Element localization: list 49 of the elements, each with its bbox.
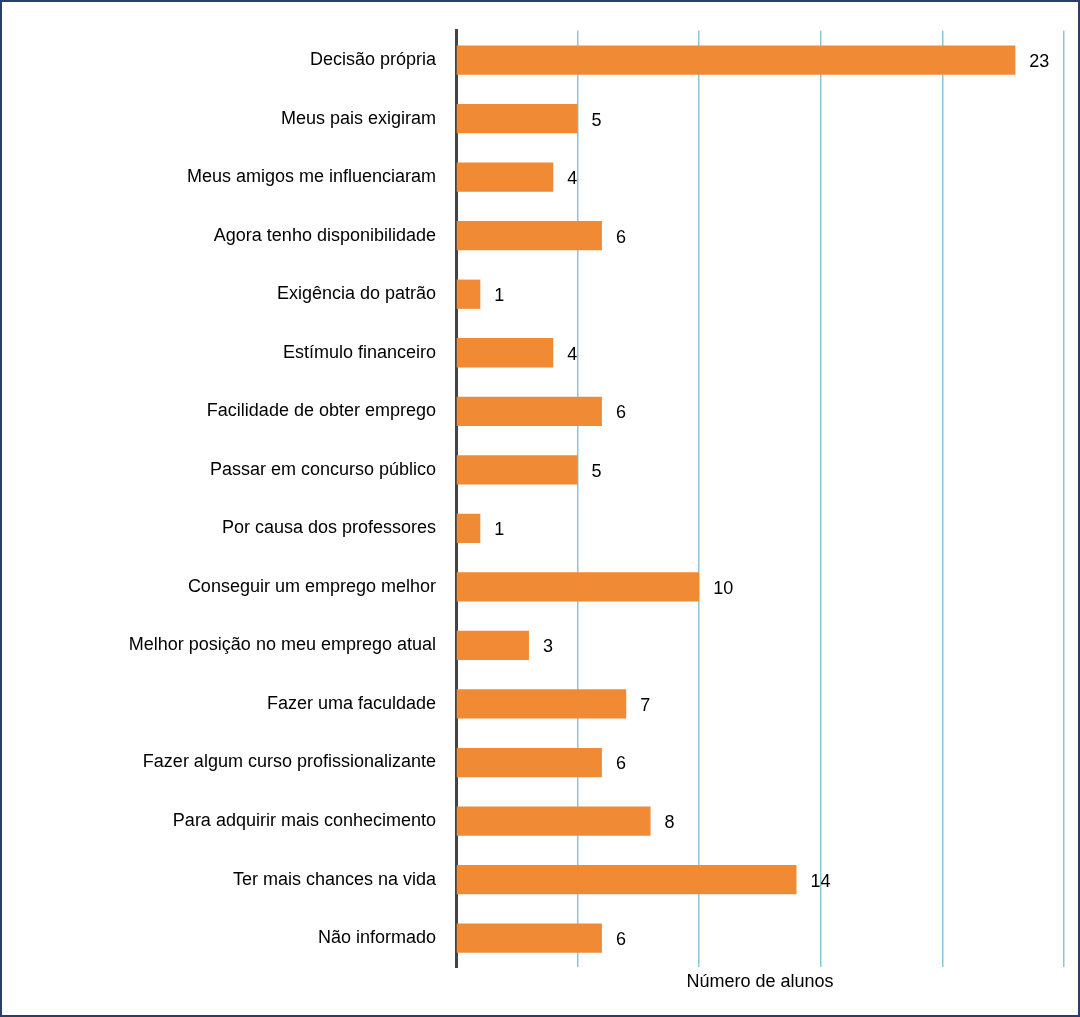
y-tick-label: Facilidade de obter emprego xyxy=(206,400,436,421)
y-tick-label: Para adquirir mais conhecimento xyxy=(172,810,436,831)
x-axis-title: Número de alunos xyxy=(686,971,834,992)
data-label: 14 xyxy=(810,870,831,891)
bar xyxy=(456,864,797,895)
bar xyxy=(456,45,1016,75)
data-label: 5 xyxy=(591,109,602,130)
data-label: 4 xyxy=(567,168,578,189)
y-tick-label: Passar em concurso público xyxy=(209,458,436,479)
bar xyxy=(456,572,700,602)
y-tick-label: Ter mais chances na vida xyxy=(232,868,437,889)
data-label: 6 xyxy=(615,226,626,247)
data-label: 6 xyxy=(615,753,626,774)
bar xyxy=(456,689,627,719)
bar xyxy=(456,279,481,309)
bar xyxy=(456,513,481,543)
data-label: 3 xyxy=(542,636,553,657)
data-label: 1 xyxy=(494,285,505,306)
data-label: 6 xyxy=(615,929,626,950)
y-tick-label: Fazer uma faculdade xyxy=(266,692,436,713)
data-label: 1 xyxy=(494,519,505,540)
bar xyxy=(456,455,578,485)
data-label: 8 xyxy=(664,812,675,833)
bar xyxy=(456,162,554,192)
bar xyxy=(456,221,602,251)
y-tick-label: Melhor posição no meu emprego atual xyxy=(128,634,436,655)
y-tick-label: Exigência do patrão xyxy=(276,283,436,304)
bar xyxy=(456,747,602,778)
y-tick-label: Decisão própria xyxy=(309,49,437,70)
data-label: 23 xyxy=(1029,51,1050,72)
data-label: 7 xyxy=(640,694,651,715)
bar xyxy=(456,630,529,661)
y-tick-label: Conseguir um emprego melhor xyxy=(187,575,436,596)
bar xyxy=(456,806,651,836)
y-tick-label: Estímulo financeiro xyxy=(282,341,436,362)
bar xyxy=(456,103,578,134)
bar xyxy=(456,338,554,368)
y-tick-label: Meus amigos me influenciaram xyxy=(186,166,436,187)
bar xyxy=(456,923,602,953)
bar xyxy=(456,396,602,426)
y-tick-label: Fazer algum curso profissionalizante xyxy=(142,751,436,772)
y-tick-label: Não informado xyxy=(317,927,436,948)
y-tick-label: Meus pais exigiram xyxy=(280,107,436,128)
data-label: 4 xyxy=(567,343,578,364)
data-label: 6 xyxy=(615,402,626,423)
y-tick-label: Por causa dos professores xyxy=(221,517,436,538)
y-tick-label: Agora tenho disponibilidade xyxy=(213,224,436,245)
data-label: 10 xyxy=(713,577,734,598)
data-label: 5 xyxy=(591,460,602,481)
